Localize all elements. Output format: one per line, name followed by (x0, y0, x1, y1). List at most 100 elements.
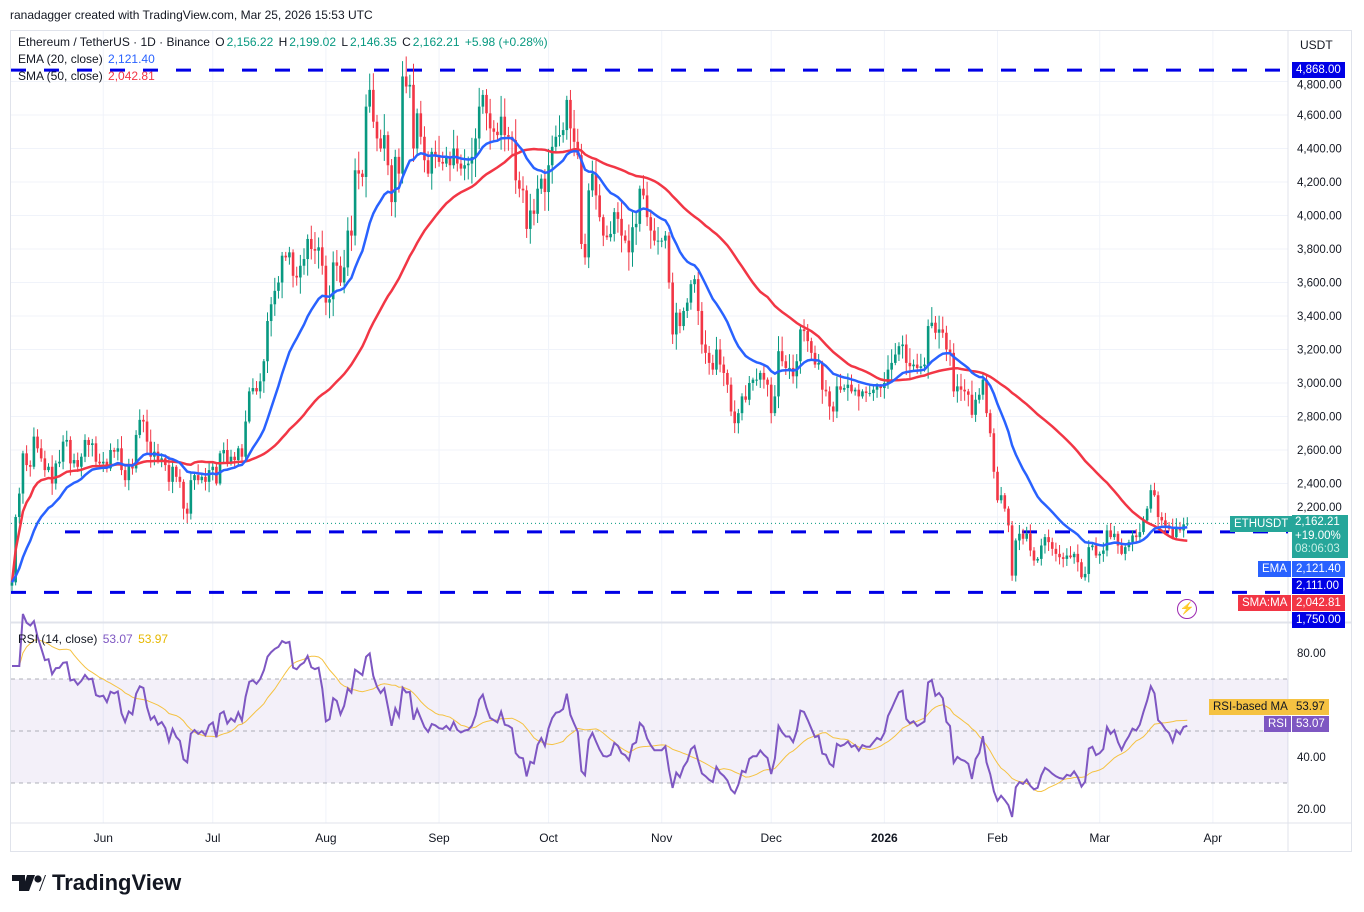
candle-body (481, 94, 485, 107)
candle-body (890, 362, 893, 370)
candle-body (65, 439, 69, 442)
candle-body (477, 106, 481, 139)
candle-body (777, 351, 780, 397)
candle-body (496, 131, 499, 136)
time-tick-label: Jul (205, 831, 220, 845)
candle-body (941, 329, 945, 333)
candle-body (846, 384, 850, 389)
candle-body (689, 284, 693, 303)
candle-body (364, 106, 368, 177)
candle-body (1047, 537, 1050, 543)
sma-tag: SMA:MA (1238, 595, 1292, 611)
candle-body (824, 389, 828, 392)
time-tick-label: Feb (987, 831, 1008, 845)
candle-body (696, 279, 700, 311)
candle-body (744, 396, 747, 400)
candle-body (915, 364, 919, 368)
candle-body (532, 210, 536, 214)
candle-body (393, 156, 397, 203)
candle-body (704, 344, 707, 353)
candle-body (240, 448, 244, 457)
candle-body (189, 480, 193, 514)
lightning-icon[interactable]: ⚡ (1177, 599, 1197, 619)
candle-body (404, 76, 408, 87)
candle-body (616, 212, 620, 219)
candle-body (229, 456, 233, 464)
ema-badge: 2,121.40 (1292, 561, 1345, 577)
price-tick-label: 3,400.00 (1297, 311, 1342, 323)
candle-body (353, 170, 357, 236)
candle-body (459, 163, 463, 169)
candle-body (492, 128, 496, 132)
currency-label[interactable]: USDT (1300, 38, 1333, 52)
candle-body (729, 384, 733, 412)
low-label: L (341, 35, 349, 49)
candle-body (758, 372, 762, 380)
candle-body (310, 238, 313, 250)
candle-body (288, 252, 291, 258)
candle-body (894, 354, 897, 363)
candle-body (861, 391, 864, 397)
candle-body (1040, 545, 1043, 559)
candle-body (218, 453, 222, 484)
candle-body (361, 173, 364, 177)
rsi-legend[interactable]: RSI (14, close) 53.07 53.97 (18, 632, 170, 646)
candle-body (1105, 530, 1109, 551)
candle-body (244, 421, 247, 457)
candle-body (415, 113, 419, 149)
tradingview-logo[interactable]: TradingView (12, 870, 181, 896)
candle-body (21, 453, 25, 494)
price-tick-label: 4,000.00 (1297, 211, 1342, 223)
candle-body (558, 135, 561, 137)
candle-body (357, 170, 361, 174)
price-tick-label: 2,200.00 (1297, 502, 1342, 514)
candle-body (831, 406, 835, 412)
candle-body (1156, 495, 1160, 518)
candle-body (437, 155, 441, 162)
candle-body (737, 413, 740, 424)
last-price-badge: 2,162.21 +19.00% 08:06:03 (1292, 515, 1348, 558)
candle-body (642, 188, 645, 196)
ema-legend[interactable]: EMA (20, close) 2,121.40 (18, 52, 157, 66)
candle-body (182, 481, 185, 509)
candle-body (963, 389, 966, 392)
time-tick-label: Jun (94, 831, 113, 845)
candle-body (503, 116, 507, 136)
ema-tag: EMA (1258, 561, 1291, 577)
ema-value: 2,121.40 (108, 52, 155, 66)
ema-label: EMA (20, close) (18, 52, 103, 66)
rsi-value: 53.07 (102, 632, 133, 646)
chart-frame (10, 30, 1352, 852)
candle-body (675, 312, 678, 335)
candle-body (434, 151, 437, 156)
candle-body (1160, 517, 1164, 521)
candle-body (43, 458, 47, 471)
candle-body (10, 582, 14, 586)
candle-body (988, 413, 992, 434)
candle-body (346, 230, 350, 268)
sma-legend[interactable]: SMA (50, close) 2,042.81 (18, 69, 157, 83)
candle-body (466, 163, 470, 166)
candle-body (1116, 533, 1120, 546)
candle-body (587, 190, 590, 258)
sma-value: 2,042.81 (108, 69, 155, 83)
candle-body (740, 396, 744, 414)
candle-body (1014, 540, 1018, 576)
candle-body (842, 388, 846, 390)
candle-body (463, 165, 466, 169)
candle-body (390, 165, 393, 203)
candle-body (200, 476, 204, 481)
symbol-legend: Ethereum / TetherUS · 1D · Binance O 2,15… (18, 35, 550, 49)
candle-body (331, 262, 335, 300)
candle-body (237, 448, 240, 461)
price-tick-label: 2,400.00 (1297, 479, 1342, 491)
candle-body (707, 352, 711, 363)
price-tick-label: 4,800.00 (1297, 79, 1342, 91)
candle-body (54, 463, 58, 484)
candle-body (171, 466, 174, 482)
candle-body (368, 89, 371, 107)
open-label: O (215, 35, 225, 49)
candle-body (518, 180, 521, 189)
candle-body (525, 190, 528, 229)
